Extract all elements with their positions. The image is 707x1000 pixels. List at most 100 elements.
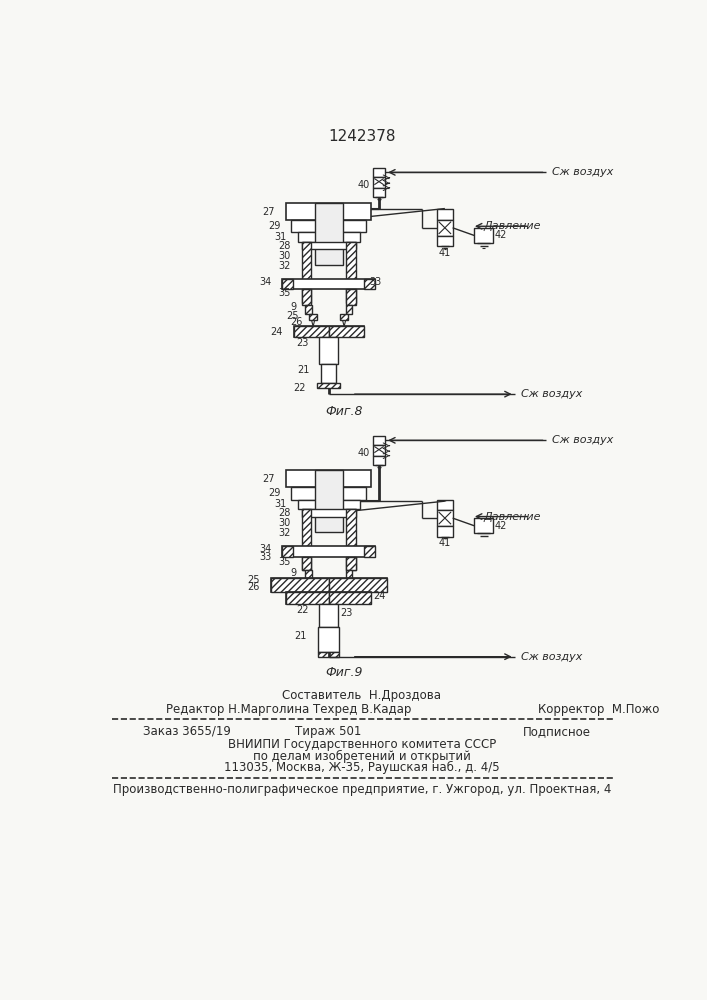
Bar: [282, 546, 375, 557]
Bar: [364, 279, 375, 289]
Bar: [317, 652, 339, 657]
Text: 25: 25: [247, 575, 259, 585]
Text: ВНИИПИ Государственного комитета СССР: ВНИИПИ Государственного комитета СССР: [228, 738, 496, 751]
Text: 22: 22: [296, 605, 308, 615]
Text: 35: 35: [279, 288, 291, 298]
Bar: [286, 203, 371, 220]
Bar: [373, 436, 385, 445]
Bar: [373, 456, 385, 465]
Bar: [301, 242, 356, 249]
Bar: [437, 510, 452, 526]
Bar: [437, 209, 452, 220]
Text: 26: 26: [290, 317, 303, 327]
Text: 25: 25: [286, 311, 299, 321]
Text: 23: 23: [296, 338, 308, 348]
Text: 34: 34: [259, 277, 271, 287]
Text: 28: 28: [279, 241, 291, 251]
Bar: [271, 578, 387, 592]
Bar: [305, 305, 312, 314]
Text: 34: 34: [259, 544, 271, 554]
Bar: [373, 445, 385, 456]
Text: Подписное: Подписное: [522, 725, 590, 738]
Text: 33: 33: [259, 552, 271, 562]
Text: Редактор Н.Марголина: Редактор Н.Марголина: [166, 703, 309, 716]
Bar: [346, 509, 356, 570]
Polygon shape: [343, 320, 346, 326]
Bar: [474, 518, 493, 533]
Bar: [282, 279, 293, 289]
Text: 31: 31: [274, 499, 287, 509]
Text: Техред В.Кадар: Техред В.Кадар: [312, 703, 411, 716]
Bar: [364, 546, 375, 557]
Text: 40: 40: [358, 448, 370, 458]
Text: Сж воздух: Сж воздух: [521, 652, 582, 662]
Text: Фиг.9: Фиг.9: [325, 666, 363, 679]
Bar: [474, 228, 493, 243]
Bar: [301, 242, 311, 303]
Text: Корректор  М.Пожо: Корректор М.Пожо: [538, 703, 659, 716]
Text: 33: 33: [369, 277, 381, 287]
Bar: [298, 232, 360, 242]
Text: 41: 41: [439, 538, 451, 548]
Bar: [293, 326, 363, 337]
Polygon shape: [341, 592, 344, 598]
Text: 40: 40: [358, 180, 370, 190]
Bar: [305, 570, 312, 578]
Text: 27: 27: [262, 474, 274, 484]
Text: 23: 23: [340, 608, 353, 618]
Text: 31: 31: [274, 232, 287, 242]
Bar: [373, 177, 385, 188]
Text: 1242378: 1242378: [328, 129, 396, 144]
Text: 24: 24: [373, 591, 385, 601]
Text: 9: 9: [290, 302, 296, 312]
Bar: [301, 509, 311, 570]
Text: по делам изобретений и открытий: по делам изобретений и открытий: [253, 749, 471, 763]
Bar: [315, 470, 343, 532]
Bar: [329, 326, 363, 337]
Bar: [282, 546, 293, 557]
Bar: [315, 203, 343, 265]
Text: 24: 24: [271, 327, 283, 337]
Text: 29: 29: [268, 221, 281, 231]
Text: Фиг.8: Фиг.8: [325, 405, 363, 418]
Text: 30: 30: [279, 518, 291, 528]
Bar: [329, 578, 387, 592]
Bar: [301, 509, 356, 517]
Text: Сж воздух: Сж воздух: [552, 167, 613, 177]
Polygon shape: [313, 592, 316, 598]
Bar: [437, 235, 452, 246]
Text: Сж воздух: Сж воздух: [521, 389, 582, 399]
Bar: [320, 604, 338, 627]
Bar: [286, 592, 329, 604]
Bar: [340, 314, 348, 320]
Text: Давление: Давление: [484, 512, 541, 522]
Text: Заказ 3655/19: Заказ 3655/19: [143, 725, 230, 738]
Text: 113035, Москва, Ж-35, Раушская наб., д. 4/5: 113035, Москва, Ж-35, Раушская наб., д. …: [224, 761, 500, 774]
Bar: [346, 570, 352, 578]
Bar: [291, 487, 366, 500]
Bar: [298, 500, 360, 509]
Text: Производственно-полиграфическое предприятие, г. Ужгород, ул. Проектная, 4: Производственно-полиграфическое предприя…: [112, 783, 611, 796]
Text: 29: 29: [268, 488, 281, 498]
Bar: [286, 470, 371, 487]
Bar: [373, 168, 385, 177]
Text: 42: 42: [494, 521, 507, 531]
Bar: [309, 314, 317, 320]
Text: 21: 21: [298, 365, 310, 375]
Bar: [286, 592, 371, 604]
Bar: [317, 627, 339, 652]
Bar: [346, 305, 352, 314]
Bar: [329, 592, 371, 604]
Bar: [293, 326, 329, 337]
Text: 22: 22: [293, 383, 306, 393]
Text: 27: 27: [262, 207, 274, 217]
Text: Тираж 501: Тираж 501: [296, 725, 362, 738]
Bar: [373, 188, 385, 197]
Bar: [282, 279, 375, 289]
Bar: [301, 557, 311, 570]
Text: 26: 26: [247, 582, 259, 592]
Text: Сж воздух: Сж воздух: [552, 435, 613, 445]
Text: 32: 32: [279, 261, 291, 271]
Bar: [346, 557, 356, 570]
Bar: [291, 220, 366, 232]
